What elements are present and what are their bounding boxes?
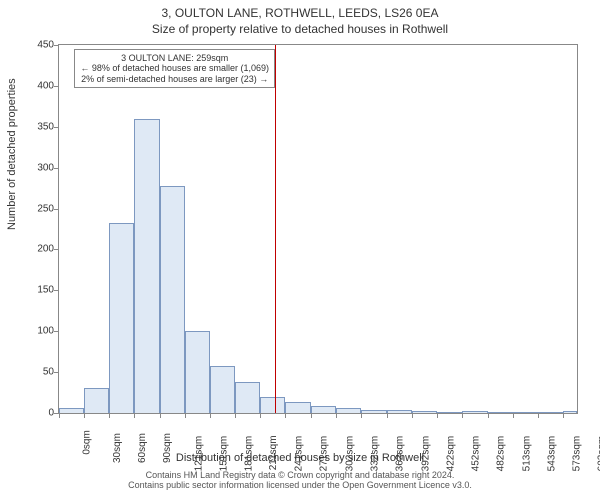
histogram-bar	[311, 406, 336, 413]
chart-title: 3, OULTON LANE, ROTHWELL, LEEDS, LS26 0E…	[0, 0, 600, 37]
y-tick-label: 0	[14, 408, 54, 419]
x-tick-mark	[59, 414, 60, 418]
y-tick-label: 400	[14, 80, 54, 91]
y-tick-mark	[54, 86, 58, 87]
histogram-bar	[563, 411, 577, 413]
x-tick-mark	[160, 414, 161, 418]
x-tick-mark	[311, 414, 312, 418]
attribution-line-1: Contains HM Land Registry data © Crown c…	[0, 470, 600, 480]
histogram-bar	[513, 412, 538, 413]
x-tick-mark	[84, 414, 85, 418]
y-tick-mark	[54, 372, 58, 373]
histogram-bar	[134, 119, 160, 413]
histogram-bar	[488, 412, 513, 413]
title-line-1: 3, OULTON LANE, ROTHWELL, LEEDS, LS26 0E…	[0, 6, 600, 20]
histogram-bar	[84, 388, 109, 413]
x-tick-mark	[538, 414, 539, 418]
x-tick-mark	[134, 414, 135, 418]
annotation-line: ← 98% of detached houses are smaller (1,…	[80, 63, 269, 73]
plot-area: 3 OULTON LANE: 259sqm← 98% of detached h…	[58, 44, 578, 414]
y-tick-mark	[54, 249, 58, 250]
marker-line	[275, 45, 276, 413]
histogram-bar	[437, 412, 462, 413]
x-tick-mark	[285, 414, 286, 418]
histogram-bar	[538, 412, 563, 413]
x-tick-mark	[109, 414, 110, 418]
y-tick-label: 450	[14, 40, 54, 51]
y-tick-mark	[54, 209, 58, 210]
histogram-bar	[109, 223, 134, 413]
y-tick-mark	[54, 331, 58, 332]
y-tick-label: 100	[14, 326, 54, 337]
y-tick-mark	[54, 413, 58, 414]
x-tick-mark	[437, 414, 438, 418]
y-tick-mark	[54, 290, 58, 291]
histogram-bar	[260, 397, 285, 413]
histogram-bar	[285, 402, 311, 413]
y-tick-label: 200	[14, 244, 54, 255]
y-tick-label: 50	[14, 367, 54, 378]
y-tick-mark	[54, 45, 58, 46]
y-tick-label: 300	[14, 162, 54, 173]
x-tick-mark	[361, 414, 362, 418]
y-tick-mark	[54, 127, 58, 128]
histogram-bar	[59, 408, 84, 413]
x-tick-mark	[563, 414, 564, 418]
x-tick-mark	[235, 414, 236, 418]
x-tick-mark	[387, 414, 388, 418]
y-tick-label: 350	[14, 121, 54, 132]
x-tick-mark	[210, 414, 211, 418]
x-tick-mark	[488, 414, 489, 418]
annotation-box: 3 OULTON LANE: 259sqm← 98% of detached h…	[74, 49, 275, 88]
histogram-bar	[160, 186, 185, 413]
y-tick-mark	[54, 168, 58, 169]
x-axis-label: Distribution of detached houses by size …	[0, 452, 600, 464]
histogram-bar	[412, 411, 437, 413]
histogram-bar	[336, 408, 361, 413]
x-tick-mark	[185, 414, 186, 418]
histogram-bar	[361, 410, 386, 413]
histogram-bar	[235, 382, 260, 413]
x-tick-mark	[336, 414, 337, 418]
x-tick-mark	[513, 414, 514, 418]
annotation-line: 3 OULTON LANE: 259sqm	[80, 53, 269, 63]
chart-container: 3, OULTON LANE, ROTHWELL, LEEDS, LS26 0E…	[0, 0, 600, 500]
attribution-line-2: Contains public sector information licen…	[0, 480, 600, 490]
y-tick-label: 250	[14, 203, 54, 214]
annotation-line: 2% of semi-detached houses are larger (2…	[80, 74, 269, 84]
histogram-bar	[462, 411, 488, 413]
histogram-bar	[185, 331, 210, 413]
histogram-bar	[210, 366, 235, 413]
x-tick-mark	[462, 414, 463, 418]
x-tick-mark	[260, 414, 261, 418]
x-tick-label: 0sqm	[81, 430, 92, 454]
attribution: Contains HM Land Registry data © Crown c…	[0, 470, 600, 491]
y-tick-label: 150	[14, 285, 54, 296]
histogram-bar	[387, 410, 412, 413]
x-tick-mark	[412, 414, 413, 418]
title-line-2: Size of property relative to detached ho…	[0, 22, 600, 36]
